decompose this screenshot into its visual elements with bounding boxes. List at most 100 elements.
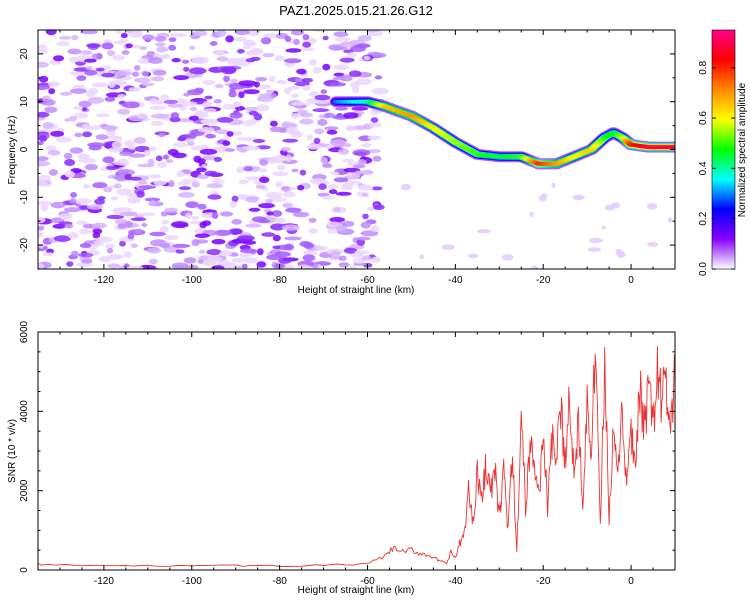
noise-blob [141, 82, 155, 87]
noise-blob [371, 186, 383, 191]
noise-blob [48, 81, 60, 88]
noise-blob [256, 261, 267, 268]
colorbar [712, 30, 735, 269]
noise-blob [201, 103, 211, 108]
noise-blob [308, 217, 317, 223]
noise-blob [290, 101, 305, 106]
noise-blob [226, 131, 234, 137]
noise-blob [133, 65, 141, 71]
noise-blob [282, 202, 294, 208]
noise-blob [236, 166, 245, 173]
noise-blob [326, 221, 340, 226]
spectrogram-x-tick-label: -20 [536, 275, 551, 286]
noise-blob [216, 30, 227, 37]
noise-blob [110, 196, 119, 201]
noise-blob [234, 30, 250, 36]
noise-blob [114, 174, 128, 182]
noise-blob [126, 192, 137, 198]
sparse-blob [551, 182, 556, 189]
sparse-blob [467, 253, 479, 259]
noise-blob [258, 176, 270, 183]
noise-blob [85, 65, 93, 71]
noise-blob [255, 77, 268, 82]
spectrogram-x-tick-label: -80 [272, 275, 287, 286]
noise-blob [338, 255, 347, 261]
noise-blob [362, 213, 369, 220]
noise-blob [284, 58, 302, 64]
noise-blob [259, 159, 269, 166]
noise-blob [272, 245, 281, 250]
noise-blob [265, 191, 283, 199]
noise-blob [324, 112, 336, 118]
noise-blob [164, 207, 178, 213]
noise-blob [87, 204, 104, 210]
noise-blob [222, 140, 231, 146]
noise-blob [133, 44, 141, 49]
noise-blob [108, 81, 116, 88]
snr-y-label: SNR (10 * v/v) [7, 419, 18, 483]
snr-y-tick-label: 6000 [19, 320, 30, 343]
noise-blob [121, 50, 130, 55]
noise-blob [306, 134, 313, 141]
noise-blob [171, 262, 189, 268]
noise-blob [270, 197, 287, 203]
noise-blob [131, 71, 140, 77]
noise-blob [162, 154, 170, 160]
noise-blob [159, 242, 171, 249]
noise-blob [201, 220, 212, 226]
noise-blob [224, 148, 236, 152]
noise-blob [170, 112, 180, 119]
noise-blob [213, 50, 226, 56]
colorbar-tick-label: 0.2 [698, 211, 709, 225]
noise-blob [343, 247, 357, 254]
noise-blob [281, 185, 291, 192]
snr-x-tick-label: -80 [272, 576, 287, 587]
noise-blob [239, 253, 252, 258]
noise-blob [157, 161, 167, 168]
noise-blob [150, 120, 163, 126]
noise-blob [79, 243, 92, 249]
noise-blob [117, 223, 126, 229]
noise-blob [290, 112, 301, 119]
noise-blob [164, 235, 179, 240]
noise-blob [284, 236, 302, 241]
noise-blob [232, 265, 243, 269]
noise-blob [338, 148, 349, 155]
noise-blob [133, 137, 146, 144]
noise-blob [168, 180, 175, 188]
noise-blob [155, 155, 163, 162]
noise-blob [368, 122, 382, 128]
noise-blob [367, 135, 381, 141]
noise-blob [243, 119, 257, 127]
noise-blob [141, 70, 149, 77]
noise-blob [237, 49, 245, 54]
noise-blob [228, 228, 243, 235]
noise-blob [135, 228, 143, 235]
noise-blob [281, 224, 300, 231]
chart-title: PAZ1.2025.015.21.26.G12 [279, 3, 433, 18]
spectrogram-y-tick-label: -10 [19, 190, 30, 205]
noise-blob [92, 232, 101, 239]
noise-blob [371, 52, 387, 58]
noise-blob [232, 101, 242, 108]
noise-blob [327, 183, 339, 190]
noise-blob [147, 158, 155, 166]
noise-blob [299, 118, 314, 125]
noise-blob [205, 133, 216, 139]
noise-blob [239, 148, 247, 153]
noise-blob [66, 261, 74, 267]
snr-y-tick-label: 4000 [19, 400, 30, 423]
noise-blob [194, 233, 210, 239]
noise-blob [361, 192, 369, 197]
noise-blob [95, 134, 109, 141]
noise-blob [38, 175, 51, 181]
noise-blob [356, 238, 366, 246]
noise-blob [320, 157, 328, 164]
noise-blob [122, 101, 140, 109]
noise-blob [296, 68, 307, 75]
noise-blob [318, 183, 327, 190]
noise-blob [312, 180, 331, 185]
noise-blob [213, 99, 222, 104]
snr-x-tick-label: -120 [94, 576, 114, 587]
noise-blob [52, 55, 65, 62]
